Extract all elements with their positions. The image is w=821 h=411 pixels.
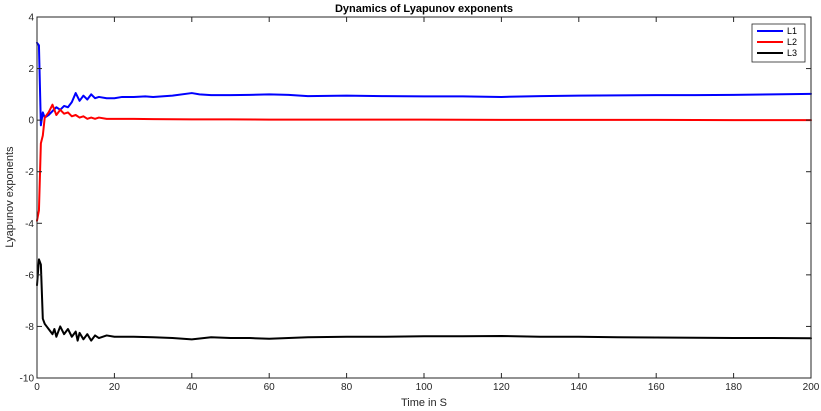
x-tick-label: 120 <box>493 382 510 393</box>
series-line-l3 <box>36 258 812 342</box>
y-tick-label: -8 <box>25 322 34 333</box>
y-tick-label: -6 <box>25 270 34 281</box>
y-tick-label: -4 <box>25 219 34 230</box>
legend-label-l2: L2 <box>787 37 797 47</box>
y-tick-label: 4 <box>28 13 34 24</box>
y-tick-label: 2 <box>28 64 34 75</box>
y-tick-label: 0 <box>28 116 34 127</box>
series-line-l2 <box>36 103 812 222</box>
chart-title: Dynamics of Lyapunov exponents <box>335 3 513 15</box>
x-tick-label: 40 <box>186 382 198 393</box>
ticks-layer: 0 20 40 60 80 100 120 140 160 180 200 -10 -8 -6 -4 -2 0 2… <box>20 13 820 394</box>
y-axis-title: Lyapunov exponents <box>4 146 16 248</box>
series-line-l1 <box>36 41 812 127</box>
x-tick-label: 60 <box>264 382 276 393</box>
x-tick-label: 20 <box>109 382 121 393</box>
x-axis-title: Time in S <box>401 397 447 409</box>
y-tick-label: -2 <box>25 167 34 178</box>
x-tick-label: 180 <box>725 382 742 393</box>
x-tick-label: 0 <box>34 382 40 393</box>
plot-area <box>37 17 811 378</box>
x-tick-label: 160 <box>648 382 665 393</box>
x-tick-label: 140 <box>570 382 587 393</box>
legend-label-l1: L1 <box>787 26 797 36</box>
x-tick-label: 80 <box>341 382 353 393</box>
x-tick-label: 100 <box>416 382 433 393</box>
legend-label-l3: L3 <box>787 48 797 58</box>
x-tick-label: 200 <box>803 382 820 393</box>
y-tick-label: -10 <box>20 374 35 385</box>
series-layer <box>36 41 812 342</box>
